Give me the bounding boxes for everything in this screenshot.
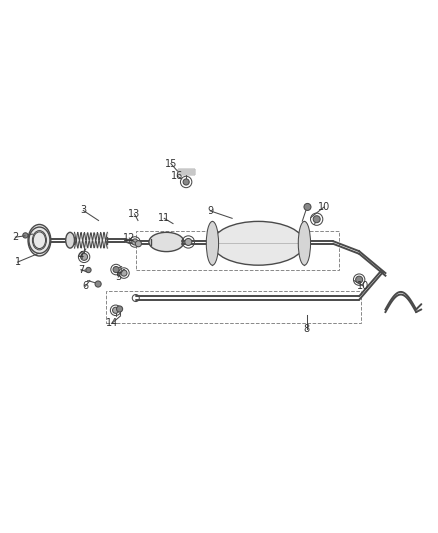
Ellipse shape — [149, 232, 184, 252]
Text: 10: 10 — [318, 202, 330, 212]
Circle shape — [356, 276, 363, 283]
Circle shape — [23, 233, 28, 238]
Text: 4: 4 — [78, 252, 84, 261]
Text: 16: 16 — [171, 171, 184, 181]
Circle shape — [313, 216, 320, 223]
Circle shape — [117, 306, 123, 312]
Circle shape — [183, 179, 189, 185]
Circle shape — [95, 281, 101, 287]
Polygon shape — [178, 169, 194, 174]
Bar — [136, 231, 339, 270]
Circle shape — [86, 268, 91, 273]
Text: 6: 6 — [82, 281, 88, 291]
Text: 14: 14 — [106, 318, 118, 328]
Text: 7: 7 — [78, 264, 84, 274]
Text: 2: 2 — [12, 232, 18, 242]
Text: 8: 8 — [304, 324, 310, 334]
Text: 13: 13 — [128, 209, 141, 219]
Bar — [106, 290, 361, 324]
Text: 12: 12 — [123, 233, 135, 243]
Circle shape — [304, 204, 311, 211]
Ellipse shape — [66, 232, 74, 248]
Circle shape — [185, 238, 192, 246]
Circle shape — [113, 266, 119, 273]
Text: 10: 10 — [357, 281, 370, 291]
Circle shape — [135, 241, 141, 247]
Text: 5: 5 — [115, 272, 121, 282]
Text: 9: 9 — [207, 206, 213, 216]
Circle shape — [132, 239, 138, 245]
Ellipse shape — [28, 224, 51, 256]
Text: 15: 15 — [165, 159, 177, 168]
Text: 11: 11 — [158, 213, 170, 223]
Ellipse shape — [298, 221, 311, 265]
Text: 3: 3 — [80, 205, 86, 215]
Text: 1: 1 — [14, 257, 21, 267]
Ellipse shape — [212, 221, 304, 265]
Circle shape — [121, 270, 127, 276]
Circle shape — [81, 253, 88, 260]
Ellipse shape — [206, 221, 219, 265]
Circle shape — [113, 307, 119, 313]
